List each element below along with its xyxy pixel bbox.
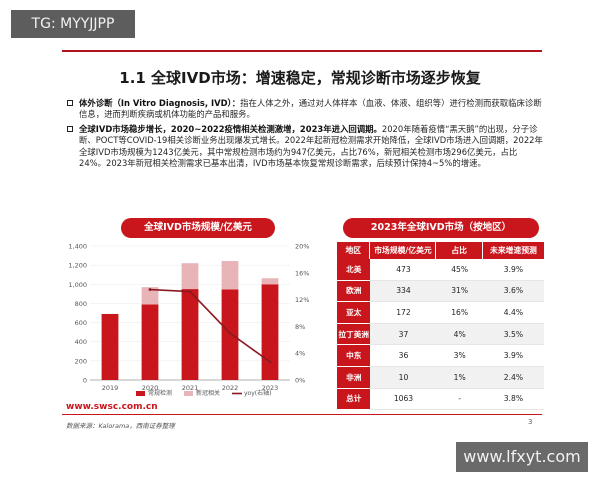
- bar-covid-2021: [181, 263, 199, 290]
- yoy-point: [228, 331, 232, 335]
- y-tick-label: 800: [75, 300, 87, 308]
- bar-routine-2020: [141, 304, 159, 380]
- top-divider: [62, 50, 542, 52]
- bullet-list: 体外诊断（In Vitro Diagnosis, IVD）：指在人体之外，通过对…: [66, 98, 544, 172]
- region-cell: 总计: [337, 388, 371, 411]
- x-tick-label: 2023: [262, 384, 279, 392]
- legend-swatch: [136, 391, 145, 396]
- bullet-ivd-definition: 体外诊断（In Vitro Diagnosis, IVD）：指在人体之外，通过对…: [66, 98, 544, 121]
- share-cell: 3%: [436, 345, 483, 367]
- y-tick-label: 1,000: [68, 281, 87, 289]
- bullet-text: 指在人体之外，通过对人体样本（血液、体液、组织等）进行检测而获取临床诊断信息，进…: [79, 98, 542, 120]
- bar-routine-2022: [221, 289, 239, 380]
- checkbox-bullet-icon: [67, 100, 73, 106]
- region-cell: 亚太: [337, 302, 371, 324]
- watermark-bottom-right: www.lfxyt.com: [456, 442, 588, 472]
- size-cell: 172: [370, 302, 437, 324]
- yoy-point: [188, 290, 192, 293]
- share-cell: 16%: [436, 302, 483, 324]
- y2-tick-label: 12%: [295, 296, 309, 304]
- yoy-line: [149, 288, 271, 363]
- y2-tick-label: 20%: [295, 243, 309, 251]
- table-row: 总计 1063 - 3.8%: [337, 388, 544, 411]
- bar-routine-2019: [101, 313, 119, 380]
- table-header-row: 地区 市场规模/亿美元 占比 未来增速预测: [337, 242, 544, 259]
- col-market-size: 市场规模/亿美元: [370, 242, 437, 259]
- footer-divider: [62, 414, 542, 415]
- legend-label: 常规检测: [148, 389, 172, 397]
- region-cell: 欧洲: [337, 280, 371, 303]
- bar-routine-2023: [261, 284, 279, 380]
- table-row: 中东 36 3% 3.9%: [337, 345, 544, 367]
- bar-covid-2022: [221, 261, 239, 290]
- region-cell: 北美: [337, 259, 371, 281]
- y2-tick-label: 16%: [295, 269, 309, 277]
- col-growth-forecast: 未来增速预测: [482, 242, 544, 259]
- bullet-lead: 体外诊断（In Vitro Diagnosis, IVD）：: [79, 98, 241, 108]
- size-cell: 10: [370, 366, 437, 389]
- y2-tick-label: 8%: [295, 323, 305, 331]
- table-row: 非洲 10 1% 2.4%: [337, 366, 544, 389]
- size-cell: 473: [370, 259, 437, 281]
- legend-label: 新冠相关: [196, 389, 220, 397]
- page-number: 3: [528, 418, 533, 426]
- y-tick-label: 0: [83, 377, 87, 385]
- share-cell: 4%: [436, 323, 483, 346]
- growth-cell: 4.4%: [482, 302, 544, 324]
- y-tick-label: 400: [75, 338, 87, 346]
- share-cell: 1%: [436, 366, 483, 389]
- col-share: 占比: [436, 242, 483, 259]
- table-row: 亚太 172 16% 4.4%: [337, 302, 544, 324]
- region-table: 地区 市场规模/亿美元 占比 未来增速预测 北美 473 45% 3.9% 欧洲…: [337, 242, 544, 411]
- size-cell: 37: [370, 323, 437, 346]
- share-cell: 31%: [436, 280, 483, 303]
- x-tick-label: 2020: [142, 384, 159, 392]
- y-tick-label: 1,200: [68, 262, 87, 270]
- bar-covid-2020: [141, 287, 159, 305]
- footer-url: www.swsc.com.cn: [66, 402, 158, 412]
- share-cell: 45%: [436, 259, 483, 281]
- x-tick-label: 2019: [102, 384, 119, 392]
- x-tick-label: 2021: [182, 384, 199, 392]
- y-tick-label: 600: [75, 319, 87, 327]
- bullet-market-growth: 全球IVD市场稳步增长，2020~2022疫情相关检测激增，2023年进入回调期…: [66, 124, 544, 170]
- checkbox-bullet-icon: [67, 125, 73, 132]
- yoy-point: [148, 288, 152, 291]
- footer-source: 数据来源：Kalorama，西南证券整理: [66, 422, 175, 430]
- watermark-top-left: TG: MYYJJPP: [11, 10, 135, 38]
- y2-tick-label: 0%: [295, 377, 305, 385]
- y-tick-label: 200: [75, 357, 87, 365]
- bar-routine-2021: [181, 289, 199, 380]
- growth-cell: 3.5%: [482, 323, 544, 346]
- growth-cell: 3.6%: [482, 280, 544, 303]
- region-cell: 拉丁美洲: [337, 323, 371, 346]
- col-region: 地区: [337, 242, 371, 259]
- bar-covid-2023: [261, 278, 279, 285]
- growth-cell: 3.9%: [482, 259, 544, 281]
- x-tick-label: 2022: [222, 384, 239, 392]
- region-cell: 中东: [337, 345, 371, 367]
- legend-swatch: [184, 391, 193, 396]
- growth-cell: 2.4%: [482, 366, 544, 389]
- y-tick-label: 1,400: [68, 243, 87, 251]
- slide-title: 1.1 全球IVD市场：增速稳定，常规诊断市场逐步恢复: [119, 69, 481, 87]
- size-cell: 36: [370, 345, 437, 367]
- region-cell: 非洲: [337, 366, 371, 389]
- size-cell: 1063: [370, 389, 437, 411]
- growth-cell: 3.8%: [482, 389, 544, 411]
- table-row: 拉丁美洲 37 4% 3.5%: [337, 323, 544, 346]
- share-cell: -: [436, 389, 483, 411]
- table-row: 欧洲 334 31% 3.6%: [337, 280, 544, 303]
- table-row: 北美 473 45% 3.9%: [337, 259, 544, 281]
- bullet-lead: 全球IVD市场稳步增长，2020~2022疫情相关检测激增，2023年进入回调期…: [79, 123, 382, 134]
- yoy-point: [268, 360, 272, 364]
- bullet-text: 2020年随着疫情“黑天鹅”的出现，分子诊断、POCT等COVID-19相关诊断…: [79, 123, 543, 169]
- legend-label: yoy(右轴): [244, 389, 271, 397]
- ivd-market-chart: 0 200 400 600 800 1,000 1,200 1,400 0% 4% 8% 12% 16%…: [68, 243, 309, 398]
- y2-tick-label: 4%: [295, 350, 305, 358]
- table-header: 2023年全球IVD市场（按地区）: [343, 218, 539, 238]
- chart-header: 全球IVD市场规模/亿美元: [121, 218, 275, 238]
- growth-cell: 3.9%: [482, 345, 544, 367]
- size-cell: 334: [370, 280, 437, 303]
